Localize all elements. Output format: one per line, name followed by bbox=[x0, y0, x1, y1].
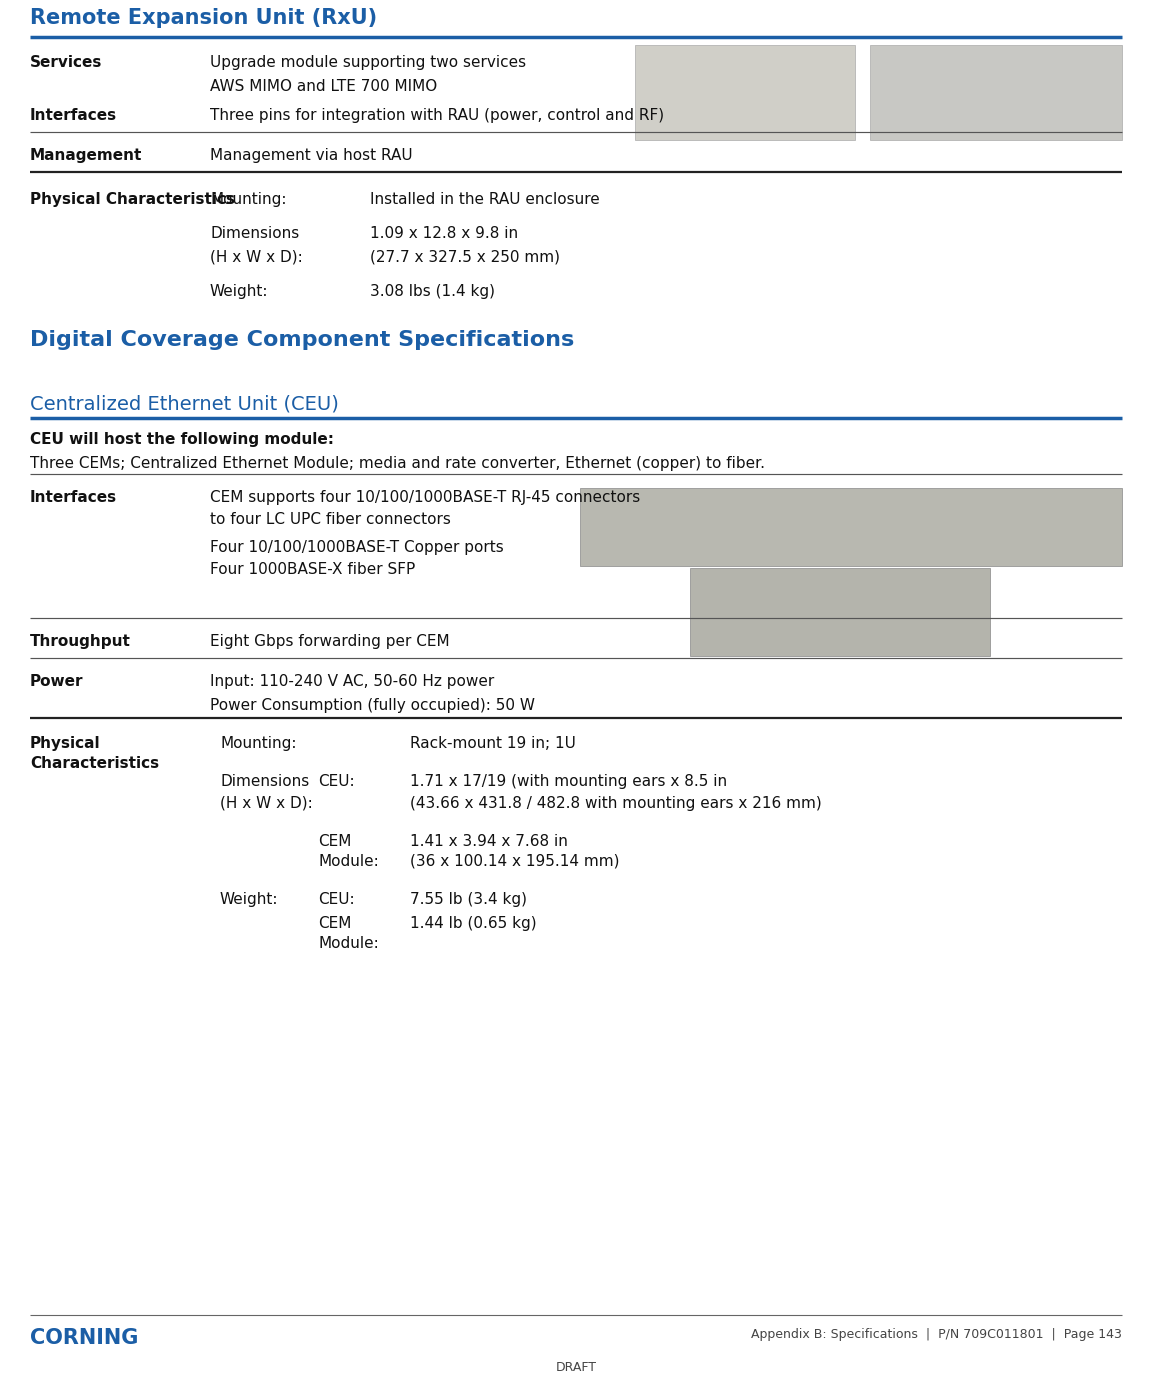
Text: CEM supports four 10/100/1000BASE-T RJ-45 connectors: CEM supports four 10/100/1000BASE-T RJ-4… bbox=[210, 490, 641, 505]
Text: CEM: CEM bbox=[318, 834, 351, 849]
Text: Upgrade module supporting two services: Upgrade module supporting two services bbox=[210, 55, 526, 71]
Text: CEU will host the following module:: CEU will host the following module: bbox=[30, 431, 334, 447]
Text: Power: Power bbox=[30, 674, 83, 689]
Text: 1.41 x 3.94 x 7.68 in: 1.41 x 3.94 x 7.68 in bbox=[410, 834, 568, 849]
Text: Management: Management bbox=[30, 148, 143, 163]
Text: Input: 110-240 V AC, 50-60 Hz power: Input: 110-240 V AC, 50-60 Hz power bbox=[210, 674, 494, 689]
Text: Appendix B: Specifications  |  P/N 709C011801  |  Page 143: Appendix B: Specifications | P/N 709C011… bbox=[751, 1328, 1122, 1342]
Bar bbox=[870, 46, 1122, 140]
Text: 7.55 lb (3.4 kg): 7.55 lb (3.4 kg) bbox=[410, 892, 526, 907]
Bar bbox=[690, 568, 990, 656]
Text: (43.66 x 431.8 / 482.8 with mounting ears x 216 mm): (43.66 x 431.8 / 482.8 with mounting ear… bbox=[410, 797, 821, 810]
Text: (36 x 100.14 x 195.14 mm): (36 x 100.14 x 195.14 mm) bbox=[410, 853, 620, 869]
Text: Weight:: Weight: bbox=[210, 284, 268, 299]
Bar bbox=[579, 488, 1122, 566]
Text: Three CEMs; Centralized Ethernet Module; media and rate converter, Ethernet (cop: Three CEMs; Centralized Ethernet Module;… bbox=[30, 456, 765, 472]
Text: Management via host RAU: Management via host RAU bbox=[210, 148, 412, 163]
Text: Mounting:: Mounting: bbox=[220, 736, 296, 751]
Text: Throughput: Throughput bbox=[30, 633, 131, 649]
Text: to four LC UPC fiber connectors: to four LC UPC fiber connectors bbox=[210, 512, 450, 527]
Text: Module:: Module: bbox=[318, 936, 379, 952]
Text: Physical: Physical bbox=[30, 736, 100, 751]
Text: 1.44 lb (0.65 kg): 1.44 lb (0.65 kg) bbox=[410, 916, 537, 931]
Text: Module:: Module: bbox=[318, 853, 379, 869]
Text: Mounting:: Mounting: bbox=[210, 192, 287, 207]
Text: (H x W x D):: (H x W x D): bbox=[220, 797, 312, 810]
Text: CEU:: CEU: bbox=[318, 892, 355, 907]
Text: CEU:: CEU: bbox=[318, 774, 355, 788]
Text: Dimensions: Dimensions bbox=[210, 225, 300, 241]
Bar bbox=[635, 46, 855, 140]
Text: (H x W x D):: (H x W x D): bbox=[210, 249, 303, 264]
Text: Three pins for integration with RAU (power, control and RF): Three pins for integration with RAU (pow… bbox=[210, 108, 664, 123]
Text: 1.71 x 17/19 (with mounting ears x 8.5 in: 1.71 x 17/19 (with mounting ears x 8.5 i… bbox=[410, 774, 727, 788]
Text: Interfaces: Interfaces bbox=[30, 108, 118, 123]
Text: CEM: CEM bbox=[318, 916, 351, 931]
Text: Services: Services bbox=[30, 55, 103, 71]
Text: 3.08 lbs (1.4 kg): 3.08 lbs (1.4 kg) bbox=[370, 284, 495, 299]
Text: AWS MIMO and LTE 700 MIMO: AWS MIMO and LTE 700 MIMO bbox=[210, 79, 438, 94]
Text: Interfaces: Interfaces bbox=[30, 490, 118, 505]
Text: Installed in the RAU enclosure: Installed in the RAU enclosure bbox=[370, 192, 600, 207]
Text: 1.09 x 12.8 x 9.8 in: 1.09 x 12.8 x 9.8 in bbox=[370, 225, 518, 241]
Text: Weight:: Weight: bbox=[220, 892, 279, 907]
Text: DRAFT: DRAFT bbox=[555, 1361, 597, 1373]
Text: Characteristics: Characteristics bbox=[30, 757, 159, 770]
Text: Physical Characteristics: Physical Characteristics bbox=[30, 192, 235, 207]
Text: Centralized Ethernet Unit (CEU): Centralized Ethernet Unit (CEU) bbox=[30, 396, 339, 414]
Text: Four 1000BASE-X fiber SFP: Four 1000BASE-X fiber SFP bbox=[210, 561, 415, 577]
Text: Dimensions: Dimensions bbox=[220, 774, 309, 788]
Text: Eight Gbps forwarding per CEM: Eight Gbps forwarding per CEM bbox=[210, 633, 449, 649]
Text: Power Consumption (fully occupied): 50 W: Power Consumption (fully occupied): 50 W bbox=[210, 698, 535, 714]
Text: (27.7 x 327.5 x 250 mm): (27.7 x 327.5 x 250 mm) bbox=[370, 249, 560, 264]
Text: Digital Coverage Component Specifications: Digital Coverage Component Specification… bbox=[30, 331, 574, 350]
Text: CORNING: CORNING bbox=[30, 1328, 138, 1348]
Text: Remote Expansion Unit (RxU): Remote Expansion Unit (RxU) bbox=[30, 8, 377, 28]
Text: Rack-mount 19 in; 1U: Rack-mount 19 in; 1U bbox=[410, 736, 576, 751]
Text: Four 10/100/1000BASE-T Copper ports: Four 10/100/1000BASE-T Copper ports bbox=[210, 539, 503, 555]
